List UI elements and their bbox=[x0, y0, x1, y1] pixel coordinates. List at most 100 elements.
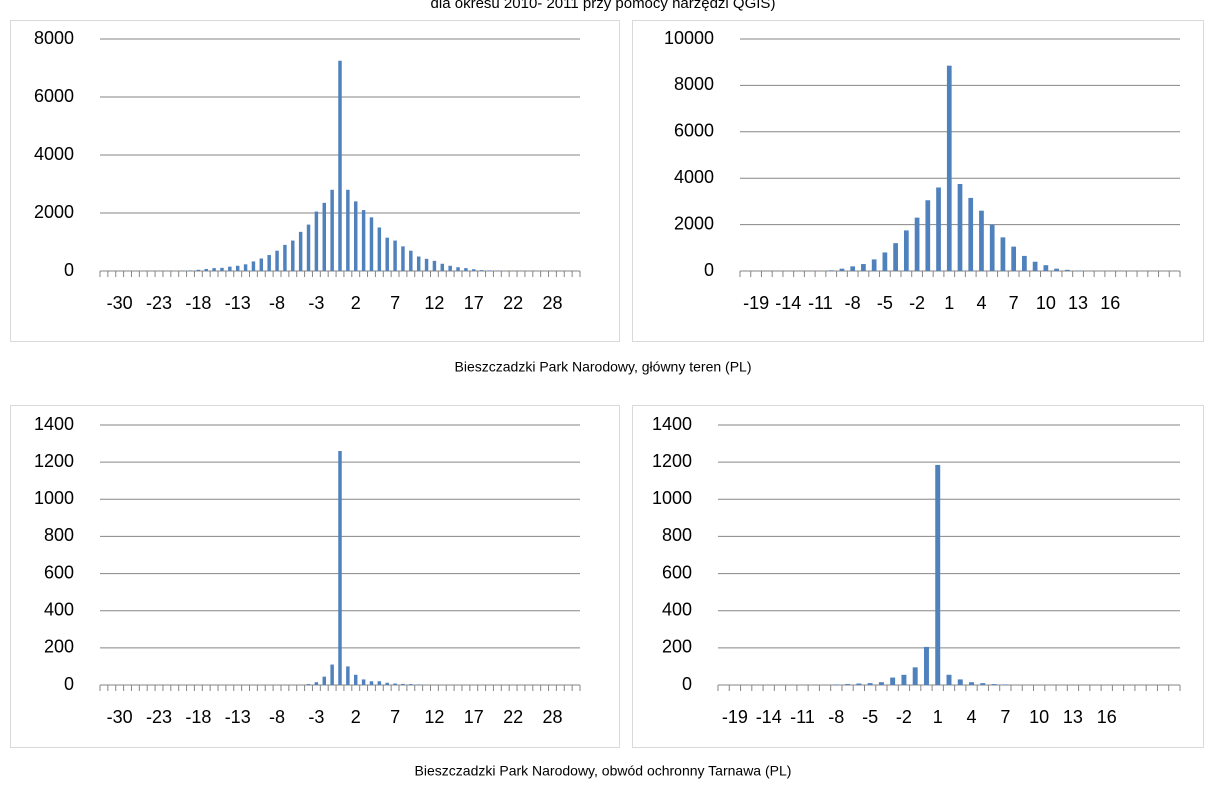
caption: Bieszczadzki Park Narodowy, obwód ochron… bbox=[415, 763, 792, 779]
bar bbox=[243, 264, 248, 271]
bar bbox=[369, 681, 374, 685]
bar bbox=[871, 259, 877, 271]
bar bbox=[850, 266, 856, 271]
bar bbox=[188, 270, 193, 271]
bar bbox=[354, 674, 358, 685]
y-tick-label: 600 bbox=[44, 562, 74, 582]
bar bbox=[409, 250, 413, 271]
x-tick-label: 12 bbox=[424, 293, 444, 313]
x-tick-label: 28 bbox=[542, 707, 562, 727]
bar bbox=[487, 270, 492, 271]
bar bbox=[291, 240, 295, 271]
bar bbox=[330, 664, 334, 685]
bar bbox=[845, 684, 851, 685]
bar bbox=[377, 681, 382, 685]
bar bbox=[980, 683, 986, 685]
y-tick-label: 1200 bbox=[652, 451, 692, 471]
x-tick-label: -8 bbox=[269, 707, 285, 727]
x-tick-label: -30 bbox=[107, 293, 133, 313]
x-tick-label: -2 bbox=[896, 707, 912, 727]
bar bbox=[314, 211, 319, 271]
x-tick-label: 7 bbox=[390, 707, 400, 727]
caption: Bieszczadzki Park Narodowy, główny teren… bbox=[455, 359, 752, 375]
x-tick-label: -2 bbox=[909, 293, 925, 313]
bar bbox=[235, 265, 240, 271]
bar bbox=[416, 256, 421, 271]
bar bbox=[833, 684, 839, 685]
bar bbox=[314, 682, 319, 685]
bar bbox=[401, 246, 405, 271]
x-tick-label: -5 bbox=[877, 293, 893, 313]
bar bbox=[322, 676, 326, 685]
bar bbox=[957, 679, 963, 685]
bar bbox=[979, 210, 984, 271]
x-tick-label: -19 bbox=[722, 707, 748, 727]
bar bbox=[867, 683, 873, 685]
y-tick-label: 4000 bbox=[674, 167, 714, 187]
x-tick-label: -11 bbox=[808, 293, 833, 313]
bar bbox=[456, 267, 460, 271]
bar bbox=[912, 667, 918, 685]
bar bbox=[1043, 265, 1049, 271]
bar bbox=[354, 201, 358, 271]
x-tick-label: -8 bbox=[269, 293, 285, 313]
bar bbox=[393, 683, 397, 685]
x-tick-label: 13 bbox=[1063, 707, 1083, 727]
y-tick-label: 1400 bbox=[652, 414, 692, 434]
bar bbox=[856, 683, 862, 685]
bar bbox=[448, 265, 452, 271]
x-tick-label: -13 bbox=[225, 293, 251, 313]
bar bbox=[306, 224, 311, 271]
bar bbox=[283, 244, 287, 271]
x-tick-label: -30 bbox=[107, 707, 133, 727]
bar bbox=[1011, 246, 1017, 271]
bar bbox=[925, 200, 931, 271]
bar bbox=[1064, 269, 1070, 271]
bar bbox=[946, 674, 952, 685]
bar bbox=[424, 258, 429, 271]
bar bbox=[828, 270, 834, 271]
y-tick-label: 8000 bbox=[674, 74, 714, 94]
x-tick-label: -8 bbox=[845, 293, 861, 313]
bar bbox=[196, 269, 201, 271]
x-tick-label: 22 bbox=[503, 293, 523, 313]
x-tick-label: 10 bbox=[1029, 707, 1049, 727]
x-tick-label: -14 bbox=[756, 707, 782, 727]
chart-frame bbox=[632, 20, 1204, 342]
bar bbox=[946, 65, 952, 272]
bar bbox=[890, 677, 896, 685]
bar bbox=[1022, 255, 1027, 271]
y-tick-label: 0 bbox=[682, 674, 692, 694]
bar bbox=[251, 261, 256, 271]
bar bbox=[361, 679, 366, 685]
bar bbox=[401, 683, 405, 685]
bar bbox=[923, 646, 929, 685]
bar bbox=[440, 263, 445, 271]
bar bbox=[901, 674, 907, 685]
x-tick-label: -14 bbox=[775, 293, 801, 313]
bar bbox=[361, 210, 366, 271]
y-tick-label: 200 bbox=[44, 637, 74, 657]
bar bbox=[893, 243, 898, 271]
x-tick-label: 4 bbox=[967, 707, 977, 727]
x-tick-label: -19 bbox=[743, 293, 769, 313]
bar bbox=[1000, 237, 1006, 271]
chart-frame bbox=[10, 405, 620, 748]
bar bbox=[220, 267, 224, 271]
x-tick-label: 17 bbox=[464, 707, 484, 727]
y-tick-label: 400 bbox=[662, 599, 692, 619]
y-tick-label: 6000 bbox=[34, 86, 74, 106]
x-tick-label: 2 bbox=[351, 293, 361, 313]
bar bbox=[878, 682, 884, 685]
bar bbox=[346, 666, 350, 685]
bar bbox=[432, 260, 437, 271]
bar bbox=[936, 187, 941, 271]
y-tick-label: 8000 bbox=[34, 28, 74, 48]
bar bbox=[969, 682, 975, 685]
y-tick-label: 0 bbox=[64, 674, 74, 694]
bar bbox=[393, 240, 397, 271]
bar bbox=[330, 189, 334, 271]
bar bbox=[267, 255, 271, 271]
